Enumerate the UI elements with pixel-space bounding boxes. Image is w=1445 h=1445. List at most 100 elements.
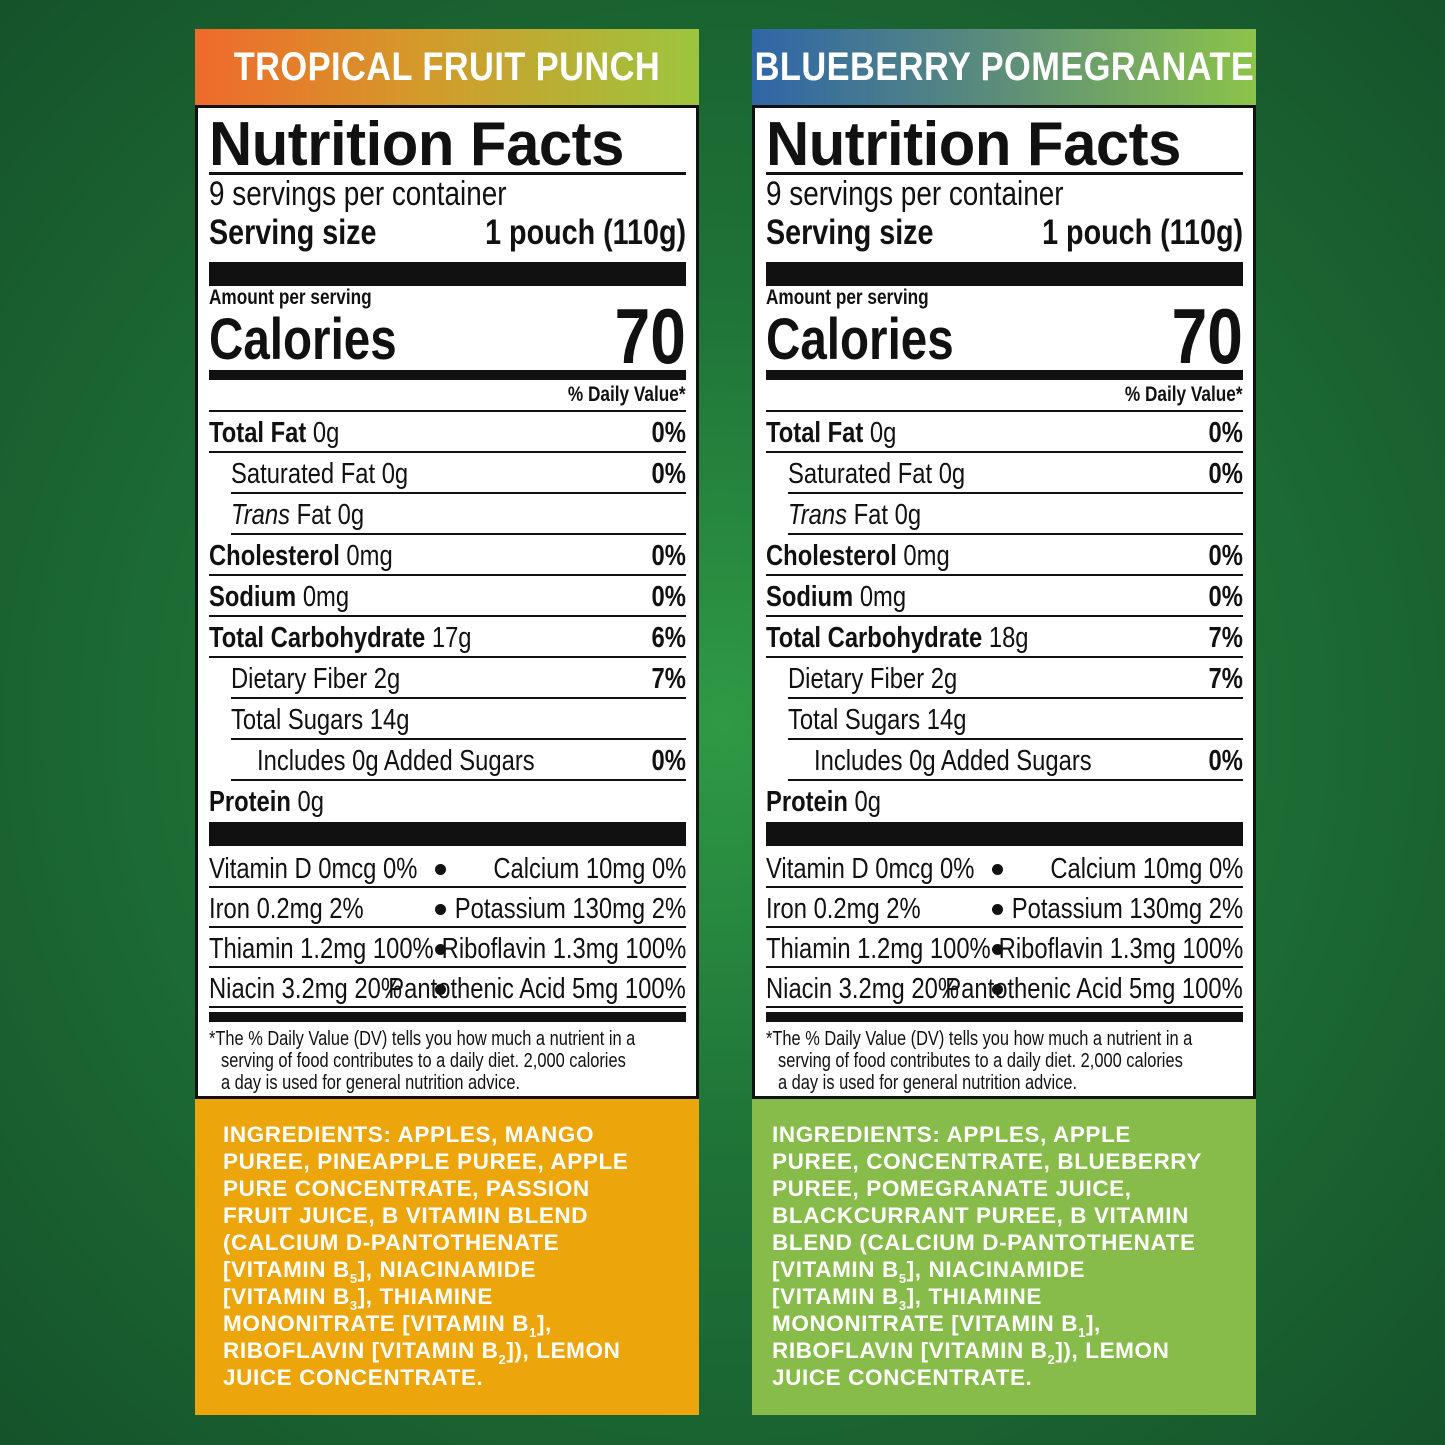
row-divider xyxy=(209,656,686,658)
calories-value: 70 xyxy=(614,292,686,380)
bullet-icon xyxy=(992,904,1003,915)
amount-per-serving: Amount per serving xyxy=(766,286,929,309)
vitamin-right: Pantothenic Acid 5mg 100% xyxy=(945,973,1243,1005)
ingredients-line: PURE CONCENTRATE, PASSION xyxy=(223,1176,590,1201)
nutrient-row-added-sugars: Includes 0g Added Sugars 0% xyxy=(209,740,686,781)
vitamin-row: Iron 0.2mg 2% Potassium 130mg 2% xyxy=(766,888,1243,928)
vitamin-left: Vitamin D 0mcg 0% xyxy=(766,853,975,885)
vitamin-right: Riboflavin 1.3mg 100% xyxy=(441,933,686,965)
thick-divider xyxy=(766,262,1243,286)
nutrient-row-protein: Protein 0g xyxy=(209,781,686,822)
bullet-icon xyxy=(435,944,446,955)
nutrient-daily-value: 7% xyxy=(1208,622,1243,654)
row-divider xyxy=(209,574,686,576)
vitamin-left: Iron 0.2mg 2% xyxy=(766,893,921,925)
ingredients-box: INGREDIENTS: APPLES, MANGO PUREE, PINEAPP… xyxy=(195,1099,699,1415)
footnote: *The % Daily Value (DV) tells you how mu… xyxy=(766,1028,1243,1094)
row-divider xyxy=(788,492,1243,494)
nutrient-name: Includes 0g Added Sugars xyxy=(257,745,535,777)
row-divider xyxy=(209,886,686,888)
flavor-name: TROPICAL FRUIT PUNCH xyxy=(233,44,661,89)
row-divider xyxy=(766,615,1243,617)
nutrition-facts-title: Nutrition Facts xyxy=(209,110,624,179)
ingredients-line: JUICE CONCENTRATE. xyxy=(223,1365,484,1390)
row-divider xyxy=(766,926,1243,928)
bullet-icon xyxy=(992,944,1003,955)
row-divider xyxy=(231,697,686,699)
nutrient-daily-value: 0% xyxy=(1208,417,1243,449)
nutrient-daily-value: 0% xyxy=(1208,540,1243,572)
nutrient-daily-value: 7% xyxy=(651,663,686,695)
ingredients-line: [VITAMIN B5], NIACINAMIDE xyxy=(223,1257,537,1286)
ingredients-line: BLEND (CALCIUM D-PANTOTHENATE xyxy=(772,1230,1196,1255)
divider xyxy=(209,410,686,412)
serving-size-label: Serving size xyxy=(209,213,377,252)
flavor-banner: BLUEBERRY POMEGRANATE xyxy=(752,29,1256,105)
nutrient-row-dietary-fiber: Dietary Fiber 2g 7% xyxy=(209,658,686,699)
panel-blueberry-pomegranate: BLUEBERRY POMEGRANATE Nutrition Facts 9 se… xyxy=(752,29,1256,1415)
footnote: *The % Daily Value (DV) tells you how mu… xyxy=(209,1028,686,1094)
medium-divider xyxy=(766,370,1243,380)
nutrient-name: Dietary Fiber 2g xyxy=(788,663,958,695)
ingredients-line: RIBOFLAVIN [VITAMIN B2]), LEMON xyxy=(223,1338,621,1367)
footnote-line: *The % Daily Value (DV) tells you how mu… xyxy=(209,1028,636,1050)
bullet-icon xyxy=(992,864,1003,875)
ingredients-line: [VITAMIN B5], NIACINAMIDE xyxy=(772,1257,1086,1286)
nutrient-name: Total Fat 0g xyxy=(766,417,897,449)
nutrient-name: Total Carbohydrate 17g xyxy=(209,622,472,654)
footnote-line: *The % Daily Value (DV) tells you how mu… xyxy=(766,1028,1193,1050)
vitamin-row: Iron 0.2mg 2% Potassium 130mg 2% xyxy=(209,888,686,928)
ingredients-line: RIBOFLAVIN [VITAMIN B2]), LEMON xyxy=(772,1338,1170,1367)
ingredients-line: (CALCIUM D-PANTOTHENATE xyxy=(223,1230,560,1255)
vitamin-right: Pantothenic Acid 5mg 100% xyxy=(388,973,686,1005)
row-divider xyxy=(766,1006,1243,1008)
row-divider xyxy=(766,656,1243,658)
nutrient-daily-value: 0% xyxy=(1208,745,1243,777)
vitamin-left: Niacin 3.2mg 20% xyxy=(209,973,402,1005)
nutrient-daily-value: 0% xyxy=(1208,581,1243,613)
vitamin-left: Iron 0.2mg 2% xyxy=(209,893,364,925)
nutrient-row-trans-fat: Trans Fat 0g xyxy=(766,494,1243,535)
row-divider xyxy=(788,779,1243,781)
serving-size-label: Serving size xyxy=(766,213,934,252)
row-divider xyxy=(209,615,686,617)
nutrient-name: Cholesterol 0mg xyxy=(209,540,393,572)
vitamin-row: Thiamin 1.2mg 100% Riboflavin 1.3mg 100% xyxy=(209,928,686,968)
nutrient-row-sodium: Sodium 0mg 0% xyxy=(209,576,686,617)
nutrient-row-cholesterol: Cholesterol 0mg 0% xyxy=(209,535,686,576)
divider xyxy=(766,410,1243,412)
row-divider xyxy=(766,966,1243,968)
ingredients-line: PUREE, POMEGRANATE JUICE, xyxy=(772,1176,1132,1201)
vitamin-row: Vitamin D 0mcg 0% Calcium 10mg 0% xyxy=(766,848,1243,888)
vitamin-right: Calcium 10mg 0% xyxy=(493,853,686,885)
nutrition-label: Nutrition Facts 9 servings per container S… xyxy=(195,105,699,1099)
row-divider xyxy=(231,492,686,494)
calories-value: 70 xyxy=(1171,292,1243,380)
serving-size-value: 1 pouch (110g) xyxy=(1042,213,1243,252)
nutrient-name: Trans Fat 0g xyxy=(231,499,365,531)
nutrient-row-total-fat: Total Fat 0g 0% xyxy=(766,412,1243,453)
nutrient-name: Saturated Fat 0g xyxy=(788,458,966,490)
ingredients-line: [VITAMIN B3], THIAMINE xyxy=(223,1284,494,1313)
nutrient-name: Dietary Fiber 2g xyxy=(231,663,401,695)
row-divider xyxy=(209,1006,686,1008)
ingredients-line: FRUIT JUICE, B VITAMIN BLEND xyxy=(223,1203,589,1228)
nutrient-row-total-sugars: Total Sugars 14g xyxy=(209,699,686,740)
nutrient-daily-value: 6% xyxy=(651,622,686,654)
row-divider xyxy=(209,926,686,928)
row-divider xyxy=(766,574,1243,576)
row-divider xyxy=(209,966,686,968)
bullet-icon xyxy=(435,904,446,915)
bullet-icon xyxy=(435,864,446,875)
serving-size-value: 1 pouch (110g) xyxy=(485,213,686,252)
medium-divider xyxy=(209,1012,686,1022)
daily-value-header: % Daily Value* xyxy=(568,383,686,406)
servings-per-container: 9 servings per container xyxy=(209,175,507,213)
nutrient-name: Total Carbohydrate 18g xyxy=(766,622,1029,654)
nutrient-daily-value: 0% xyxy=(651,745,686,777)
thick-divider xyxy=(209,262,686,286)
ingredients-heading: INGREDIENTS: xyxy=(772,1122,941,1147)
ingredients-heading: INGREDIENTS: xyxy=(223,1122,392,1147)
medium-divider xyxy=(209,370,686,380)
row-divider xyxy=(766,886,1243,888)
